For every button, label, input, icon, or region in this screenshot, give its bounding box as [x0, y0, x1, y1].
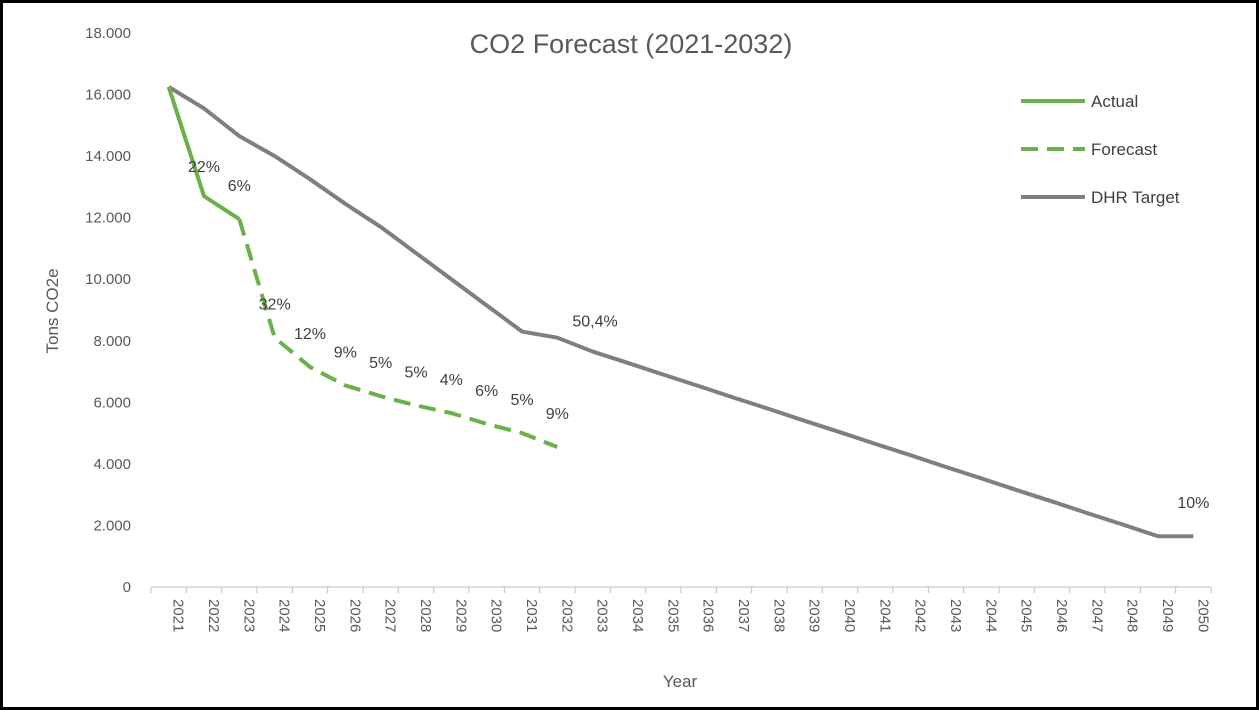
y-tick-label: 10.000 [85, 271, 131, 288]
x-tick-label: 2041 [876, 599, 893, 632]
x-tick-label: 2046 [1053, 599, 1070, 632]
x-tick-label: 2021 [170, 599, 187, 632]
x-tick-label: 2049 [1159, 599, 1176, 632]
x-tick-label: 2027 [382, 599, 399, 632]
y-tick-label: 16.000 [85, 87, 131, 104]
x-tick-label: 2036 [700, 599, 717, 632]
x-tick-label: 2028 [417, 599, 434, 632]
x-tick-label: 2022 [205, 599, 222, 632]
y-tick-label: 2.000 [93, 517, 131, 534]
data-label: 6% [475, 383, 498, 400]
x-tick-label: 2043 [947, 599, 964, 632]
y-tick-label: 18.000 [85, 25, 131, 42]
data-label: 12% [294, 326, 326, 343]
data-label: 5% [404, 364, 427, 381]
data-label: 9% [334, 344, 357, 361]
data-label: 5% [369, 355, 392, 372]
y-axis-ticks: 0 2.000 4.000 6.000 8.000 10.000 12.000 14.000 1… [85, 25, 131, 596]
x-axis: 2021 2022 2023 2024 2025 2026 2027 2028 2029 2030… [150, 586, 1212, 632]
data-label: 10% [1177, 495, 1209, 512]
y-tick-label: 8.000 [93, 333, 131, 350]
x-tick-label: 2024 [276, 599, 293, 632]
x-tick-label: 2032 [558, 599, 575, 632]
chart-title: CO2 Forecast (2021-2032) [470, 29, 793, 59]
series-line-forecast [237, 218, 559, 449]
y-tick-label: 12.000 [85, 210, 131, 227]
x-tick-label: 2033 [594, 599, 611, 632]
legend-label: Actual [1091, 92, 1138, 111]
x-tick-label: 2042 [912, 599, 929, 632]
x-tick-label: 2038 [770, 599, 787, 632]
series-line-actual [166, 86, 241, 221]
x-axis-title: Year [663, 672, 698, 691]
x-tick-label: 2045 [1018, 599, 1035, 632]
y-tick-label: 0 [123, 579, 131, 596]
x-tick-label: 2023 [240, 599, 257, 632]
data-label: 4% [440, 372, 463, 389]
x-tick-label: 2034 [629, 599, 646, 632]
series-layer [166, 85, 1194, 539]
x-tick-label: 2050 [1194, 599, 1211, 632]
data-label: 9% [546, 406, 569, 423]
x-tick-label: 2037 [735, 599, 752, 632]
x-tick-label: 2030 [488, 599, 505, 632]
x-tick-label: 2048 [1124, 599, 1141, 632]
data-label: 22% [188, 159, 220, 176]
x-tick-label: 2040 [841, 599, 858, 632]
x-tick-label: 2026 [346, 599, 363, 632]
x-tick-label: 2031 [523, 599, 540, 632]
co2-forecast-chart: CO2 Forecast (2021-2032) 0 2.000 4.000 6.00… [43, 25, 1212, 691]
series-line-dhr-target [167, 85, 1194, 539]
data-label: 50,4% [572, 314, 617, 331]
y-axis-title: Tons CO2e [43, 268, 62, 353]
y-tick-label: 14.000 [85, 148, 131, 165]
y-tick-label: 4.000 [93, 456, 131, 473]
legend-label: DHR Target [1091, 188, 1180, 207]
data-label: 6% [228, 178, 251, 195]
x-tick-label: 2025 [311, 599, 328, 632]
x-tick-label: 2044 [982, 599, 999, 632]
data-labels: 22% 6% 32%12% 9% 5% 5% 4% 6% 5% 9% 50,4% 10% [188, 159, 1209, 512]
data-label: 32% [259, 297, 291, 314]
y-tick-label: 6.000 [93, 394, 131, 411]
x-tick-label: 2047 [1088, 599, 1105, 632]
x-tick-label: 2029 [452, 599, 469, 632]
x-tick-label: 2035 [664, 599, 681, 632]
legend: Actual Forecast DHR Target [1021, 92, 1180, 207]
x-tick-label: 2039 [806, 599, 823, 632]
legend-label: Forecast [1091, 140, 1157, 159]
data-label: 5% [510, 392, 533, 409]
